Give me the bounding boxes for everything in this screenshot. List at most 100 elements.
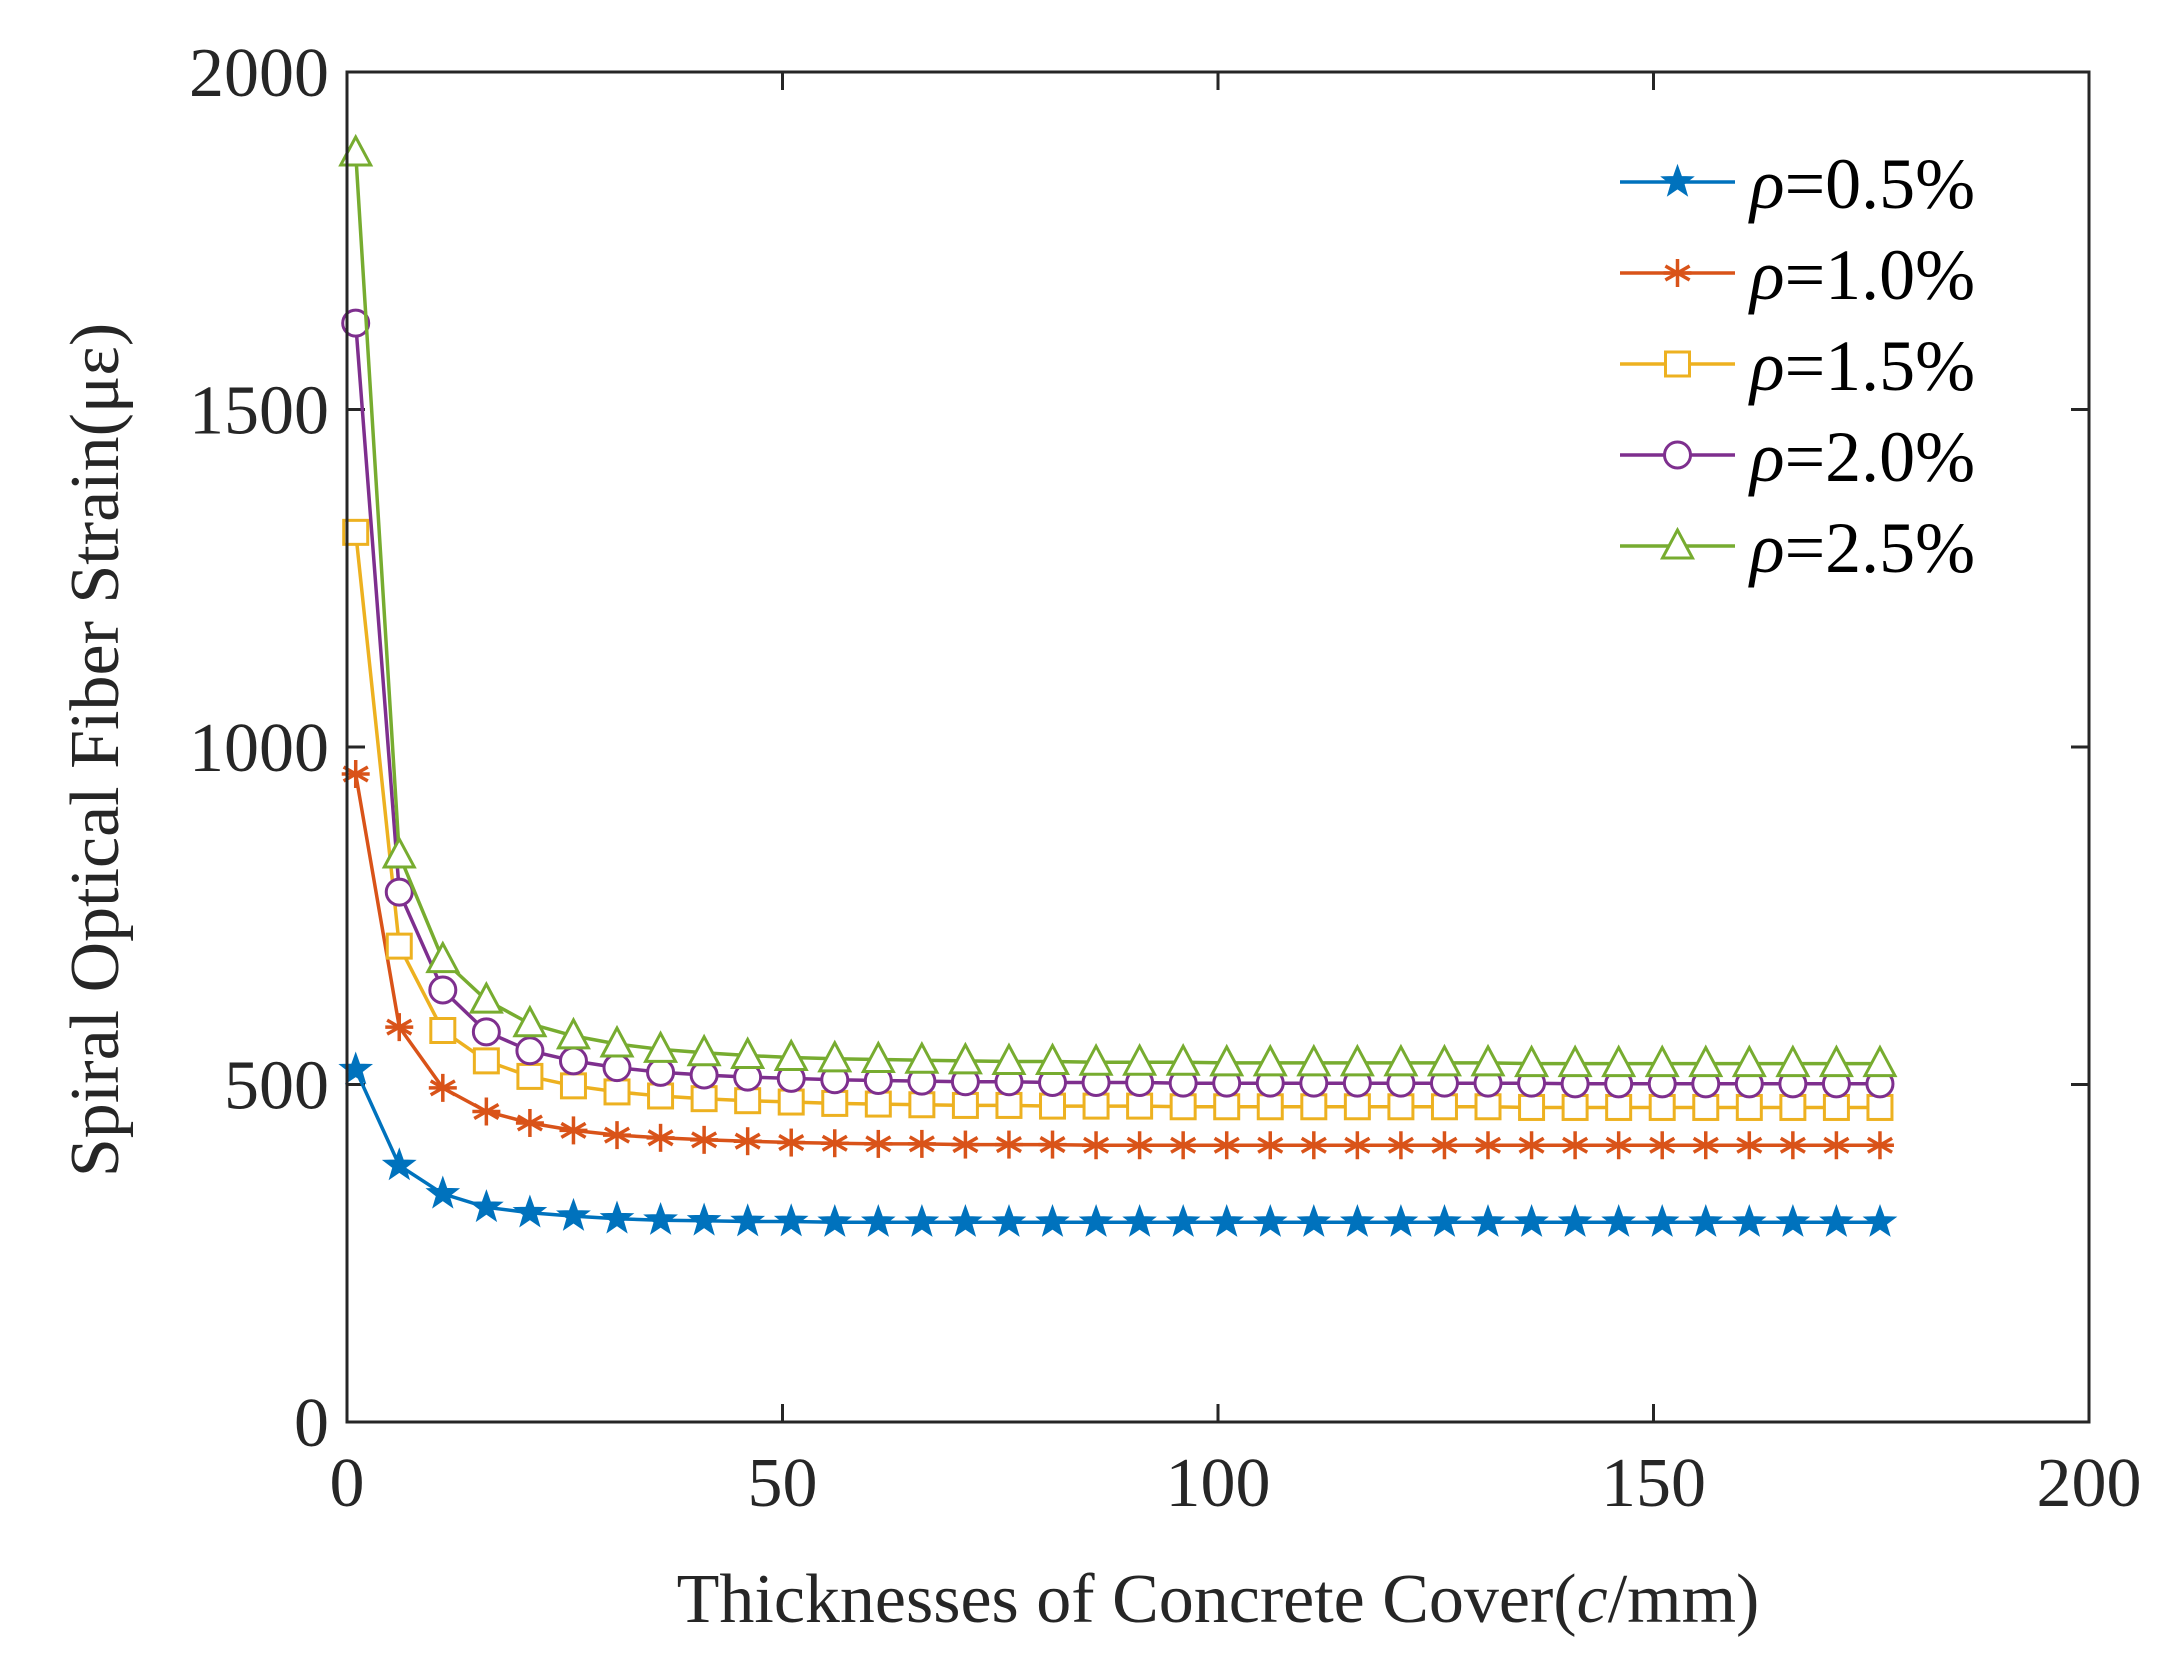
series-circle [341, 308, 1895, 1099]
data-point [864, 1129, 893, 1158]
data-point [1430, 1131, 1459, 1160]
legend-label: ρ=1.0% [1748, 235, 1975, 315]
data-point [904, 1041, 940, 1074]
legend-label: ρ=2.0% [1748, 417, 1975, 497]
data-point [1427, 1203, 1462, 1237]
data-point [1125, 1131, 1154, 1160]
data-point [1035, 1042, 1071, 1076]
legend-item: ρ=2.5% [1620, 508, 1975, 588]
data-point [1822, 1093, 1850, 1121]
data-point [385, 1013, 414, 1042]
data-point [1082, 1131, 1111, 1160]
data-point [1252, 1203, 1288, 1237]
data-point [425, 1175, 461, 1209]
legend-value: =2.5% [1785, 508, 1976, 588]
data-point [995, 1091, 1023, 1119]
plot-frame [345, 70, 2091, 1424]
data-point [1561, 1093, 1589, 1121]
data-point [1252, 1043, 1288, 1077]
data-point [643, 1201, 678, 1235]
x-axis-title-variable: c [1577, 1561, 1608, 1638]
data-point [864, 1090, 892, 1118]
data-point [1343, 1131, 1372, 1160]
series-layer [338, 133, 1898, 1237]
data-point [472, 1047, 500, 1075]
data-point [1735, 1131, 1764, 1160]
data-point [1470, 1043, 1506, 1077]
data-point [1775, 1203, 1811, 1237]
data-point [515, 1036, 545, 1066]
y-tick-label: 1000 [189, 710, 329, 787]
data-point [1822, 1131, 1851, 1160]
data-point [428, 975, 458, 1005]
legend-symbol: ρ [1748, 235, 1785, 315]
data-point [860, 1040, 896, 1074]
data-point [515, 1108, 544, 1137]
data-point [468, 980, 504, 1014]
data-point [1339, 1043, 1375, 1077]
series-asterisk [341, 760, 1894, 1160]
data-point [1209, 1043, 1245, 1077]
data-point [1688, 1044, 1724, 1078]
data-point [947, 1041, 983, 1075]
data-point [512, 1194, 548, 1228]
data-point [1169, 1093, 1197, 1121]
data-point [1862, 1044, 1898, 1078]
data-point [1383, 1043, 1419, 1077]
y-tick-label: 2000 [189, 35, 329, 112]
data-point [1644, 1044, 1680, 1078]
data-point [1383, 1203, 1419, 1237]
data-point [1039, 1092, 1067, 1120]
data-point [1209, 1203, 1245, 1237]
data-point [1165, 1203, 1201, 1237]
data-point [1866, 1093, 1894, 1121]
data-point [1731, 1203, 1767, 1237]
series-star [338, 1051, 1898, 1237]
data-point [773, 1203, 809, 1237]
data-point [1731, 1044, 1767, 1078]
legend-value: =1.0% [1785, 235, 1976, 315]
y-tick-label: 1500 [189, 373, 329, 450]
data-point [1212, 1131, 1241, 1160]
legend-item: ρ=1.5% [1620, 326, 1975, 406]
data-point [1296, 1043, 1332, 1077]
data-point [690, 1125, 719, 1154]
data-point [1691, 1131, 1720, 1160]
legend-marker [1659, 526, 1696, 560]
data-point [1818, 1044, 1854, 1078]
data-point [1165, 1043, 1201, 1076]
data-point [516, 1062, 544, 1090]
data-point [646, 1057, 676, 1087]
data-point [730, 1036, 766, 1069]
data-point [1688, 1203, 1724, 1237]
x-axis-title: Thicknesses of Concrete Cover(c/mm) [677, 1561, 1760, 1638]
data-point [602, 1053, 632, 1083]
data-point [690, 1085, 718, 1113]
data-point [860, 1203, 896, 1237]
data-point [512, 1004, 548, 1038]
data-point [904, 1203, 940, 1237]
data-point [1213, 1093, 1241, 1121]
legend-symbol: ρ [1748, 508, 1785, 588]
data-point [1430, 1093, 1458, 1121]
data-point [472, 1097, 501, 1126]
data-point [1601, 1044, 1637, 1078]
data-point [773, 1038, 809, 1071]
data-point [338, 1051, 374, 1085]
data-point [1557, 1203, 1593, 1237]
data-point [559, 1072, 587, 1100]
y-tick-label: 0 [294, 1385, 329, 1462]
data-point [1865, 1131, 1894, 1160]
data-point [1561, 1131, 1590, 1160]
data-point [558, 1046, 588, 1076]
data-point [1648, 1131, 1677, 1160]
data-point [1470, 1203, 1506, 1237]
data-point [1778, 1131, 1807, 1160]
data-point [1601, 1203, 1637, 1237]
data-point [1426, 1043, 1462, 1077]
data-point [471, 1017, 501, 1047]
data-point [1386, 1131, 1415, 1160]
legend-label: ρ=2.5% [1748, 508, 1975, 588]
data-point [647, 1082, 675, 1110]
data-point [1514, 1044, 1550, 1078]
